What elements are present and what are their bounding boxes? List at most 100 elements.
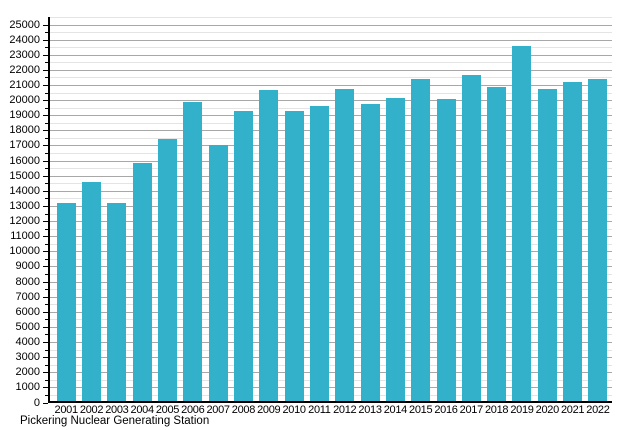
gridline-1000 [48,387,612,389]
gridline-14000 [48,190,612,192]
gridline-22000 [48,69,612,71]
y-axis-line [48,17,50,403]
y-major-tick [43,281,48,283]
gridline-2500 [48,364,612,366]
y-tick-label-25000: 25000 [9,18,40,31]
gridline-23000 [48,54,612,56]
bar-2018 [487,87,507,403]
x-tick-label-2022: 2022 [586,404,610,416]
bar-2011 [309,105,329,403]
y-tick-label-17000: 17000 [9,139,40,152]
y-major-tick [43,236,48,238]
x-tick-label-2013: 2013 [358,404,382,416]
y-minor-tick [45,137,48,139]
gridline-19000 [48,115,612,117]
y-major-tick [43,39,48,41]
y-tick-label-24000: 24000 [9,33,40,46]
gridline-11500 [48,228,612,230]
y-major-tick [43,357,48,359]
x-tick-label-2010: 2010 [282,404,306,416]
bar-2003 [107,203,127,403]
bar-2010 [284,111,304,403]
x-tick-label-2012: 2012 [333,404,357,416]
x-tick-label-2011: 2011 [308,404,331,416]
bar-2005 [157,139,177,403]
y-minor-tick [45,47,48,49]
y-major-tick [43,266,48,268]
gridline-3500 [48,349,612,351]
gridline-15500 [48,168,612,170]
bar-2013 [360,103,380,403]
gridline-9500 [48,258,612,260]
x-tick-label-2014: 2014 [383,404,408,416]
gridline-21500 [48,77,612,79]
y-minor-tick [45,364,48,366]
bar-2009 [259,90,279,403]
bar-2014 [385,97,405,403]
x-tick-label-2008: 2008 [231,404,256,416]
y-minor-tick [45,243,48,245]
y-minor-tick [45,77,48,79]
y-major-tick [43,190,48,192]
y-minor-tick [45,304,48,306]
bar-2017 [461,74,481,403]
y-major-tick [43,326,48,328]
x-tick-label-2003: 2003 [105,404,129,416]
y-major-tick [43,402,48,404]
gridline-12500 [48,213,612,215]
gridline-24500 [48,32,612,34]
y-tick-label-19000: 19000 [9,109,40,122]
gridline-1500 [48,379,612,381]
y-tick-label-8000: 8000 [15,275,40,288]
y-major-tick [43,100,48,102]
gridline-17500 [48,137,612,139]
y-tick-label-13000: 13000 [9,199,40,212]
gridline-19500 [48,107,612,109]
gridline-14500 [48,183,612,185]
y-major-tick [43,145,48,147]
y-minor-tick [45,198,48,200]
gridline-7500 [48,289,612,291]
y-major-tick [43,311,48,313]
x-tick-label-2006: 2006 [181,404,205,416]
gridline-22500 [48,62,612,64]
y-minor-tick [45,122,48,124]
gridline-17000 [48,145,612,147]
y-major-tick [43,69,48,71]
bar-2022 [588,78,608,403]
gridline-8500 [48,273,612,275]
x-tick-label-2004: 2004 [130,404,155,416]
x-tick-label-2021: 2021 [560,404,585,416]
y-tick-label-10000: 10000 [9,245,40,258]
x-tick-label-2001: 2001 [54,404,79,416]
gridline-10000 [48,251,612,253]
y-tick-label-23000: 23000 [9,48,40,61]
bar-2015 [411,79,431,403]
gridline-16500 [48,153,612,155]
y-major-tick [43,387,48,389]
y-tick-label-11000: 11000 [10,230,40,243]
y-minor-tick [45,92,48,94]
gridline-23500 [48,47,612,49]
y-tick-label-9000: 9000 [15,260,40,273]
gridline-20000 [48,100,612,102]
gridline-18000 [48,130,612,132]
gridline-20500 [48,92,612,94]
y-minor-tick [45,228,48,230]
y-minor-tick [45,349,48,351]
gridline-24000 [48,39,612,41]
bar-2020 [537,88,557,403]
y-tick-label-5000: 5000 [15,320,40,333]
y-major-tick [43,342,48,344]
gridline-25500 [48,16,612,18]
y-major-tick [43,54,48,56]
y-tick-label-21000: 21000 [9,78,40,91]
y-tick-label-4000: 4000 [15,336,40,349]
x-tick-label-2009: 2009 [257,404,281,416]
x-tick-label-2015: 2015 [409,404,433,416]
gridline-12000 [48,221,612,223]
gridline-6500 [48,304,612,306]
bar-2019 [512,46,532,403]
y-tick-label-3000: 3000 [15,351,40,364]
